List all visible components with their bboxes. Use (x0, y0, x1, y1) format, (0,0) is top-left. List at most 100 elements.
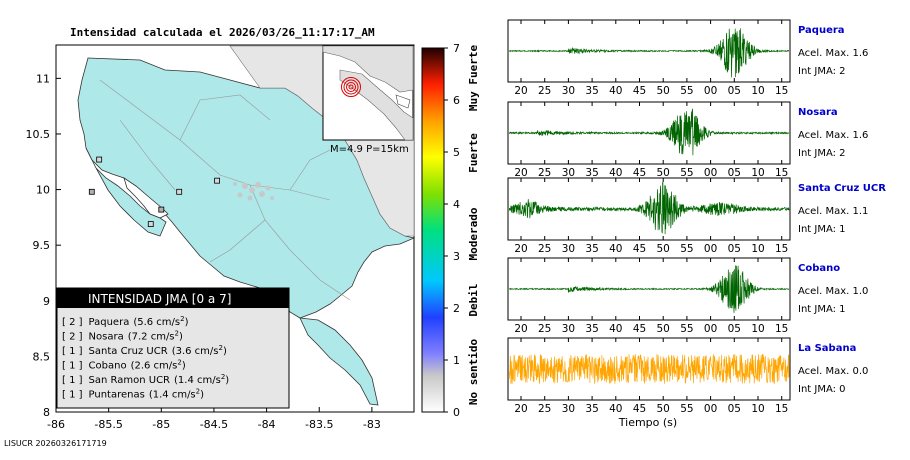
station-name: La Sabana (798, 343, 856, 354)
time-tick-label: 05 (728, 167, 741, 179)
time-tick-label: 25 (538, 85, 551, 97)
station-legend: INTENSIDAD JMA [0 a 7] [ 2 ] Paquera (5.6 … (56, 287, 290, 409)
colorbar-category-label: Debil (467, 283, 480, 316)
station-marker[interactable] (147, 221, 154, 227)
time-tick-label: 00 (704, 403, 717, 415)
map-panel: -86 -85.5 -85 -84.5 -84 -83.5 -83 8 8.5 9 9.5 10 10.… (26, 44, 416, 431)
map-y-tick-label: 11 (36, 72, 50, 85)
time-axis-label: Tiempo (s) (618, 416, 677, 429)
time-tick-label: 20 (514, 85, 527, 97)
time-tick-label: 00 (704, 323, 717, 335)
time-tick-label: 05 (728, 323, 741, 335)
colorbar-tick-label: 0 (453, 406, 460, 419)
colorbar-tick-label: 7 (453, 42, 460, 55)
page-title: Intensidad calculada el 2026/03/26_11:17… (70, 26, 375, 39)
legend-row: [ 1 ] Puntarenas (1.4 cm/s2) (62, 388, 204, 401)
time-tick-label: 20 (514, 167, 527, 179)
colorbar-tick-label: 5 (453, 146, 460, 159)
waveform-trace (508, 108, 790, 156)
time-tick-label: 45 (633, 403, 646, 415)
map-x-tick-label: -83.5 (305, 418, 333, 431)
time-tick-label: 10 (751, 167, 764, 179)
jma-intensity-label: Int JMA: 0 (798, 384, 846, 395)
time-tick-label: 20 (514, 243, 527, 255)
max-accel-label: Acel. Max. 1.6 (798, 48, 868, 59)
time-tick-label: 15 (775, 403, 788, 415)
max-accel-label: Acel. Max. 1.1 (798, 206, 868, 217)
time-tick-label: 55 (680, 403, 693, 415)
map-stations (88, 156, 221, 227)
time-tick-label: 35 (585, 243, 598, 255)
time-tick-label: 30 (562, 85, 575, 97)
colorbar-category-label: No sentido (467, 339, 480, 406)
colorbar-tick-label: 2 (453, 302, 460, 315)
time-tick-label: 50 (657, 85, 670, 97)
colorbar-tick-label: 6 (453, 94, 460, 107)
time-tick-label: 40 (609, 85, 622, 97)
station-marker[interactable] (214, 177, 221, 184)
station-marker[interactable] (96, 156, 103, 163)
time-tick-label: 30 (562, 323, 575, 335)
station-marker[interactable] (176, 188, 183, 195)
map-x-tick-label: -86 (47, 418, 65, 431)
jma-intensity-label: Int JMA: 2 (798, 66, 846, 77)
time-tick-label: 55 (680, 167, 693, 179)
time-tick-label: 40 (609, 403, 622, 415)
waveform-trace (508, 354, 790, 385)
map-axes: -86 -85.5 -85 -84.5 -84 -83.5 -83 8 8.5 9 9.5 10 10.… (26, 72, 381, 431)
time-tick-label: 50 (657, 323, 670, 335)
time-tick-label: 15 (775, 243, 788, 255)
map-x-tick-label: -85.5 (94, 418, 122, 431)
map-y-tick-label: 9 (43, 295, 50, 308)
station-marker[interactable] (158, 206, 165, 213)
map-x-tick-label: -84.5 (200, 418, 228, 431)
waveform-panels: 20 25 30 35 40 45 50 55 00 05 10 15 Paquera Acel. Max… (507, 19, 886, 415)
time-tick-label: 15 (775, 323, 788, 335)
time-tick-label: 30 (562, 403, 575, 415)
legend-title: INTENSIDAD JMA [0 a 7] (88, 292, 231, 306)
waveform-panel: 20 25 30 35 40 45 50 55 00 05 10 15 La Sabana Acel. M… (507, 337, 868, 415)
jma-intensity-label: Int JMA: 1 (798, 304, 846, 315)
max-accel-label: Acel. Max. 0.0 (798, 366, 868, 377)
waveform-trace (509, 265, 790, 313)
legend-row: [ 1 ] San Ramon UCR (1.4 cm/s2) (62, 373, 229, 386)
map-y-tick-label: 9.5 (33, 239, 51, 252)
time-tick-label: 10 (751, 323, 764, 335)
legend-row: [ 2 ] Paquera (5.6 cm/s2) (62, 315, 189, 328)
time-tick-label: 25 (538, 167, 551, 179)
max-accel-label: Acel. Max. 1.0 (798, 286, 868, 297)
time-tick-label: 05 (728, 243, 741, 255)
footer-id: LISUCR 20260326171719 (4, 439, 107, 448)
inset-label: M=4.9 P=15km (330, 144, 409, 155)
station-name: Cobano (798, 263, 840, 274)
time-tick-label: 15 (775, 85, 788, 97)
time-tick-label: 30 (562, 243, 575, 255)
station-name: Santa Cruz UCR (798, 183, 886, 194)
max-accel-label: Acel. Max. 1.6 (798, 130, 868, 141)
map-y-tick-label: 8 (43, 406, 50, 419)
colorbar-tick-label: 4 (453, 198, 460, 211)
map-y-tick-label: 10.5 (26, 128, 51, 141)
waveform-panel: 20 25 30 35 40 45 50 55 00 05 10 15 Paquera Acel. Max… (507, 19, 868, 97)
time-tick-label: 45 (633, 323, 646, 335)
time-tick-label: 45 (633, 243, 646, 255)
time-tick-label: 10 (751, 403, 764, 415)
legend-row: [ 2 ] Nosara (7.2 cm/s2) (62, 330, 183, 343)
waveform-panel: 20 25 30 35 40 45 50 55 00 05 10 15 Cobano Acel. Max.… (507, 257, 868, 335)
time-tick-label: 10 (751, 243, 764, 255)
inset-map (322, 45, 414, 141)
epicenter-icon (341, 77, 361, 97)
time-tick-label: 35 (585, 403, 598, 415)
station-marker[interactable] (88, 188, 95, 195)
waveform-panel: 20 25 30 35 40 45 50 55 00 05 10 15 Nosara Acel. Max.… (507, 101, 868, 179)
colorbar-tick-label: 1 (453, 354, 460, 367)
time-tick-label: 15 (775, 167, 788, 179)
time-tick-label: 50 (657, 403, 670, 415)
time-tick-label: 25 (538, 403, 551, 415)
time-tick-label: 40 (609, 167, 622, 179)
time-tick-label: 30 (562, 167, 575, 179)
jma-intensity-label: Int JMA: 1 (798, 224, 846, 235)
time-tick-label: 05 (728, 403, 741, 415)
time-tick-label: 25 (538, 323, 551, 335)
station-name: Paquera (798, 25, 845, 36)
